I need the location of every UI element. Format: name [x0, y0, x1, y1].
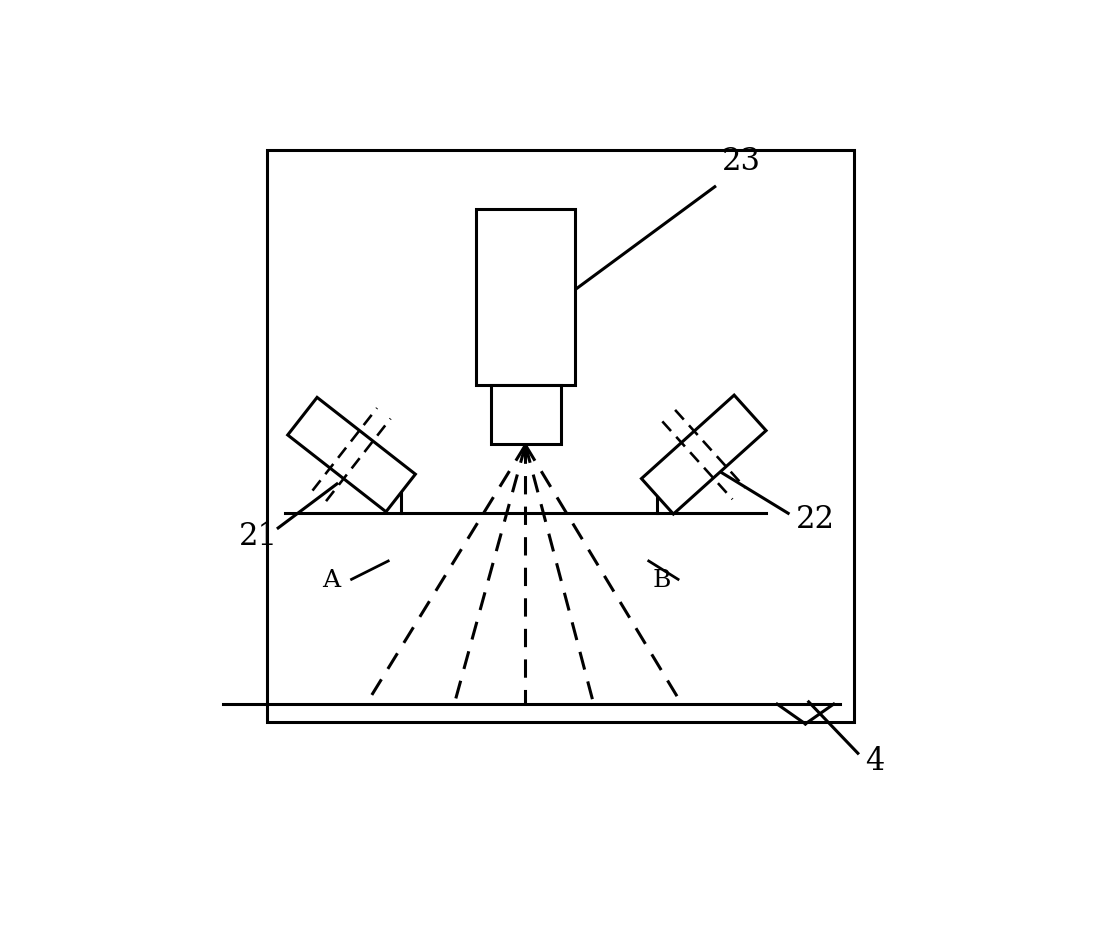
- Text: 23: 23: [722, 146, 761, 176]
- Text: 21: 21: [240, 520, 278, 551]
- Polygon shape: [641, 396, 766, 514]
- Polygon shape: [288, 398, 416, 512]
- Bar: [476, 209, 575, 386]
- Bar: [491, 386, 560, 444]
- Text: A: A: [323, 568, 340, 591]
- Bar: [267, 151, 854, 723]
- Text: 22: 22: [795, 504, 835, 534]
- Text: 4: 4: [865, 745, 884, 776]
- Text: B: B: [652, 568, 671, 591]
